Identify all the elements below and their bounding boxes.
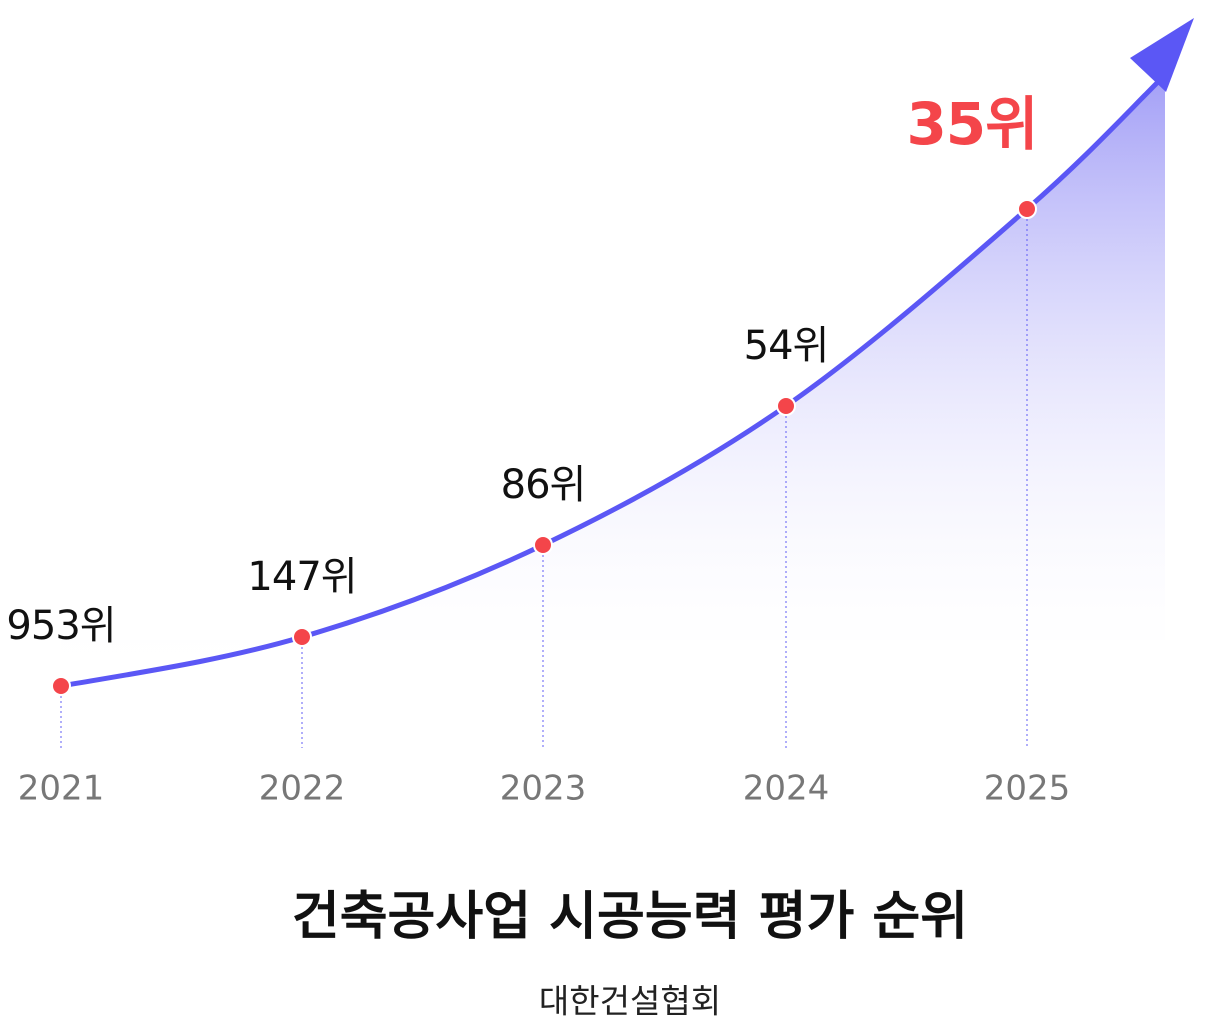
data-label: 86위 [501, 462, 586, 508]
data-label: 54위 [744, 323, 829, 369]
x-tick-label: 2023 [500, 769, 587, 809]
x-tick-label: 2021 [18, 769, 105, 809]
data-point [1017, 199, 1037, 219]
x-tick-label: 2025 [984, 769, 1071, 809]
data-point [292, 627, 312, 647]
data-label: 953위 [6, 603, 115, 649]
x-tick-label: 2022 [259, 769, 346, 809]
data-label: 147위 [247, 554, 356, 600]
arrow-head [1130, 18, 1194, 92]
chart-subtitle: 대한건설협회 [539, 982, 721, 1021]
data-point [533, 535, 553, 555]
chart-title: 건축공사업 시공능력 평가 순위 [292, 887, 968, 947]
highlight-label: 35위 [906, 90, 1037, 158]
data-point [776, 396, 796, 416]
data-point [51, 676, 71, 696]
x-tick-label: 2024 [743, 769, 830, 809]
area-fill [61, 74, 1165, 686]
